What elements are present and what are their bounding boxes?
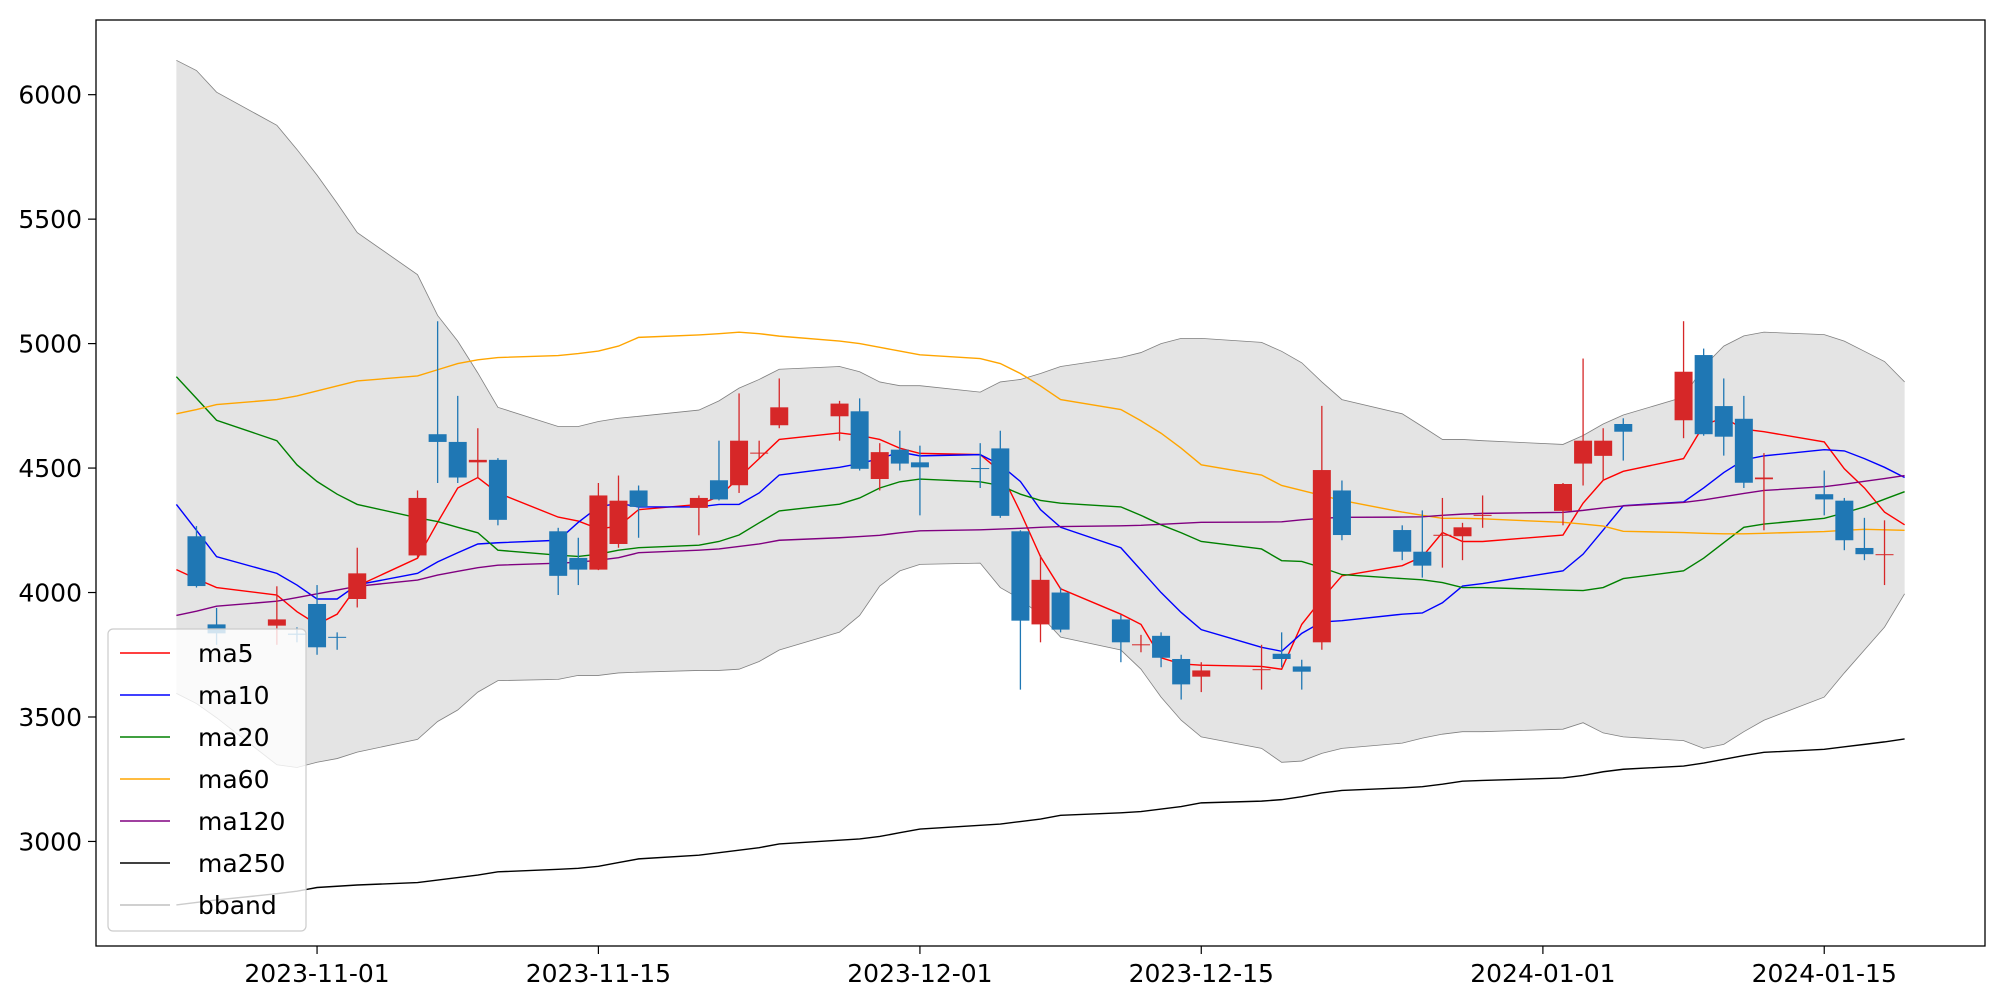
y-tick-label: 5000 xyxy=(18,330,82,359)
candle-body xyxy=(689,497,708,508)
x-tick-label: 2023-12-15 xyxy=(1129,959,1274,988)
candle-body xyxy=(428,434,447,442)
candle-body xyxy=(730,440,749,486)
candle-body xyxy=(1553,483,1572,511)
x-tick-label: 2023-11-15 xyxy=(526,959,671,988)
y-tick-label: 5500 xyxy=(18,205,82,234)
candle-body xyxy=(1051,592,1070,630)
candle-body xyxy=(1252,669,1271,671)
candle-body xyxy=(1011,531,1030,621)
candle-body xyxy=(1754,477,1773,480)
candle-body xyxy=(1192,670,1211,677)
axes-frame xyxy=(95,19,1986,947)
y-tick-label: 4000 xyxy=(18,579,82,608)
candle-body xyxy=(187,536,206,587)
y-tick-label: 4500 xyxy=(18,454,82,483)
candle-body xyxy=(267,619,286,626)
candle-body xyxy=(1131,644,1150,646)
x-tick-label: 2024-01-15 xyxy=(1752,959,1897,988)
legend-label: ma250 xyxy=(198,849,285,878)
legend-box xyxy=(107,628,307,932)
ma-line xyxy=(175,448,1905,653)
candle-body xyxy=(1815,494,1834,500)
candle-body xyxy=(1674,371,1693,421)
candle-body xyxy=(1031,579,1050,625)
candle-body xyxy=(448,441,467,478)
legend-label: ma120 xyxy=(198,807,285,836)
candle-body xyxy=(1875,554,1894,556)
bband-upper xyxy=(176,59,1905,445)
candle-body xyxy=(850,411,869,469)
candle-body xyxy=(1292,666,1311,672)
candle-body xyxy=(890,449,909,464)
candle-body xyxy=(830,403,849,417)
legend-label: ma10 xyxy=(198,681,269,710)
candle-body xyxy=(589,495,608,570)
candle-body xyxy=(709,480,728,500)
y-tick-label: 6000 xyxy=(18,81,82,110)
candle-body xyxy=(1332,490,1351,536)
candle-body xyxy=(1111,619,1130,643)
ma-line xyxy=(176,474,1905,617)
candle-body xyxy=(910,462,929,468)
candle-body xyxy=(1393,530,1412,552)
candle-body xyxy=(1433,534,1452,536)
candle-body xyxy=(870,452,889,480)
y-tick-label: 3500 xyxy=(18,703,82,732)
legend-label: ma20 xyxy=(198,723,269,752)
candle-body xyxy=(1272,653,1291,659)
legend-label: bband xyxy=(198,891,277,920)
ma-line xyxy=(176,416,1905,670)
candle-body xyxy=(1694,355,1713,435)
x-tick-label: 2024-01-01 xyxy=(1470,959,1615,988)
legend-label: ma5 xyxy=(198,639,254,668)
candle-body xyxy=(770,407,789,426)
legend-label: ma60 xyxy=(198,765,269,794)
candle-body xyxy=(308,603,327,648)
candle-body xyxy=(1855,547,1874,555)
candle-body xyxy=(328,636,347,638)
candle-body xyxy=(488,459,507,520)
candle-body xyxy=(1594,440,1613,456)
candle-body xyxy=(629,490,648,507)
candle-body xyxy=(750,452,769,454)
candle-body xyxy=(1413,551,1432,566)
y-tick-label: 3000 xyxy=(18,827,82,856)
candle-body xyxy=(1734,418,1753,483)
ma-line xyxy=(176,738,1905,906)
legend: ma5 ma10 ma20 ma60 ma120 ma250 bband xyxy=(107,628,307,932)
candle-body xyxy=(1172,658,1191,685)
candle-body xyxy=(468,459,487,463)
candle-body xyxy=(348,573,367,599)
ma-line xyxy=(175,376,1905,592)
candle-body xyxy=(1714,406,1733,437)
candle-body xyxy=(609,500,628,544)
candle-body xyxy=(1574,440,1593,464)
ma-line xyxy=(176,331,1905,535)
x-tick-label: 2023-12-01 xyxy=(847,959,992,988)
candle-body xyxy=(1453,527,1472,537)
candle-body xyxy=(569,557,588,570)
candle-body xyxy=(1473,514,1492,516)
candle-body xyxy=(1835,500,1854,541)
bband-lower xyxy=(176,562,1905,768)
plot-area xyxy=(175,59,1905,906)
candle-body xyxy=(408,497,427,556)
candle-body xyxy=(1152,635,1171,658)
x-tick-label: 2023-11-01 xyxy=(244,959,389,988)
candle-body xyxy=(549,531,568,576)
bband-area xyxy=(176,60,1905,768)
candle-body xyxy=(1312,470,1331,643)
candle-body xyxy=(1614,424,1633,432)
candle-body xyxy=(971,468,990,470)
candle-body xyxy=(991,448,1010,516)
